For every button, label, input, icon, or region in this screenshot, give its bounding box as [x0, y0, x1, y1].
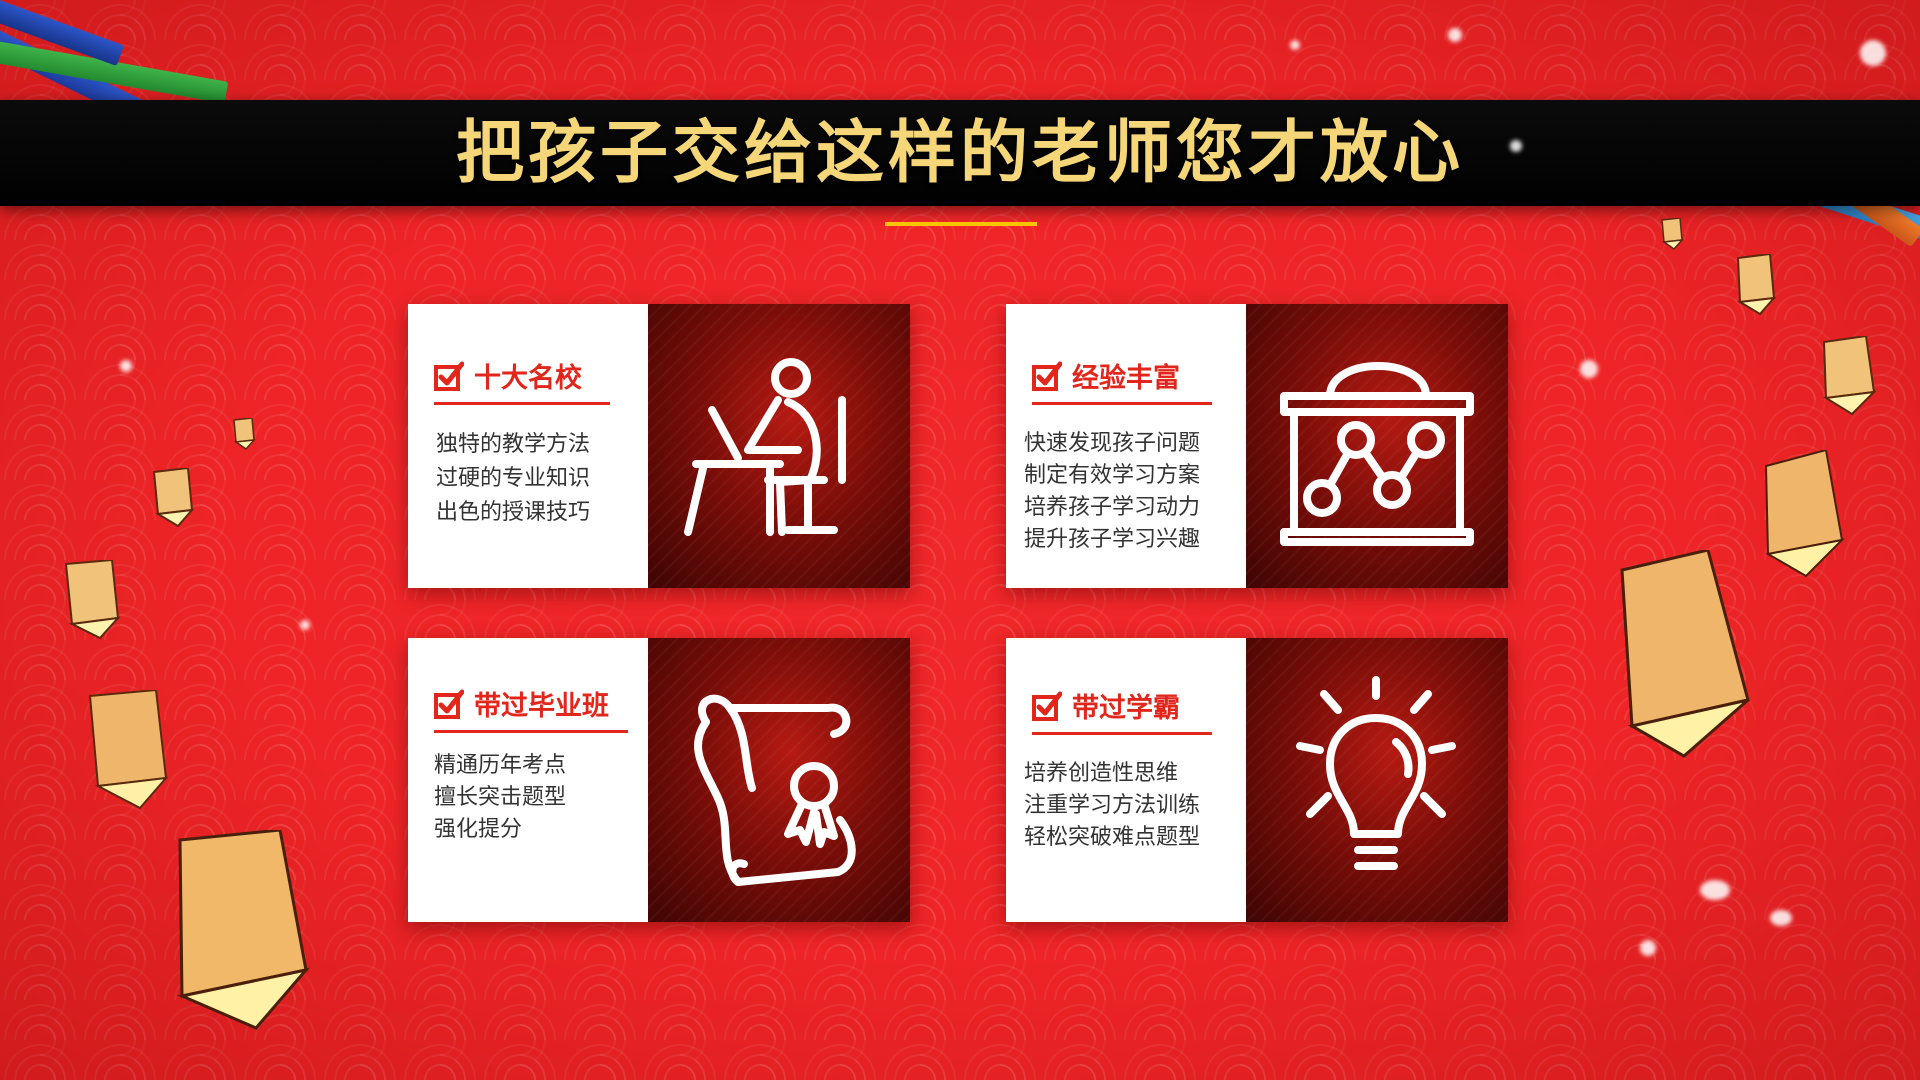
feature-card-graduating-class: 带过毕业班 精通历年考点 擅长突击题型 强化提分 [408, 638, 910, 922]
heading-underline [1032, 402, 1212, 405]
description-line: 过硬的专业知识 [436, 466, 591, 491]
sky-lantern-icon [1661, 218, 1684, 250]
chart-board-icon [1280, 362, 1474, 546]
title-underline [885, 222, 1037, 226]
card-text-panel: 十大名校 独特的教学方法 过硬的专业知识 出色的授课技巧 [408, 304, 648, 588]
sky-lantern-icon [233, 418, 256, 450]
card-text-panel: 带过毕业班 精通历年考点 擅长突击题型 强化提分 [408, 638, 648, 922]
sky-lantern-icon [64, 560, 121, 640]
sky-lantern-icon [152, 468, 194, 528]
card-description: 独特的教学方法 过硬的专业知识 出色的授课技巧 [436, 428, 590, 530]
card-header: 带过学霸 [1032, 686, 1180, 725]
card-header: 经验丰富 [1032, 356, 1180, 395]
card-heading: 带过学霸 [1072, 693, 1180, 724]
diploma-scroll-icon [694, 694, 856, 886]
feature-card-experience: 经验丰富 快速发现孩子问题 制定有效学习方案 培养孩子学习动力 提升孩子学习兴趣 [1006, 304, 1508, 588]
sky-lantern-icon [1822, 336, 1877, 416]
card-image-panel [648, 638, 910, 922]
card-description: 精通历年考点 擅长突击题型 强化提分 [434, 750, 566, 846]
description-line: 擅长突击题型 [434, 785, 567, 810]
card-description: 快速发现孩子问题 制定有效学习方案 培养孩子学习动力 提升孩子学习兴趣 [1024, 428, 1200, 556]
description-line: 培养孩子学习动力 [1024, 495, 1201, 520]
card-header: 十大名校 [434, 356, 582, 395]
card-header: 带过毕业班 [434, 684, 609, 723]
sky-lantern-icon [1736, 254, 1777, 316]
checkbox-checked-icon [434, 361, 464, 391]
feature-card-top-schools: 十大名校 独特的教学方法 过硬的专业知识 出色的授课技巧 [408, 304, 910, 588]
description-line: 培养创造性思维 [1024, 761, 1179, 786]
card-image-panel [1246, 304, 1508, 588]
description-line: 独特的教学方法 [436, 432, 591, 457]
sky-lantern-icon [88, 690, 169, 810]
sky-lantern-icon [1620, 550, 1750, 758]
page-title: 把孩子交给这样的老师您才放心 [455, 113, 1464, 193]
card-heading: 经验丰富 [1072, 363, 1180, 394]
title-band [0, 100, 1920, 206]
card-image-panel [648, 304, 910, 588]
checkbox-checked-icon [1032, 361, 1062, 391]
description-line: 轻松突破难点题型 [1024, 825, 1201, 850]
heading-underline [1032, 732, 1212, 735]
card-image-panel [1246, 638, 1508, 922]
heading-underline [434, 402, 610, 405]
teacher-at-desk-icon [684, 358, 846, 536]
description-line: 制定有效学习方案 [1024, 463, 1201, 488]
checkbox-checked-icon [434, 689, 464, 719]
description-line: 注重学习方法训练 [1024, 793, 1201, 818]
sky-lantern-icon [177, 830, 310, 1030]
heading-underline [434, 730, 628, 733]
card-text-panel: 经验丰富 快速发现孩子问题 制定有效学习方案 培养孩子学习动力 提升孩子学习兴趣 [1006, 304, 1246, 588]
card-text-panel: 带过学霸 培养创造性思维 注重学习方法训练 轻松突破难点题型 [1006, 638, 1246, 922]
description-line: 快速发现孩子问题 [1024, 431, 1201, 456]
description-line: 强化提分 [434, 817, 523, 842]
description-line: 精通历年考点 [434, 753, 567, 778]
card-description: 培养创造性思维 注重学习方法训练 轻松突破难点题型 [1024, 758, 1200, 854]
checkbox-checked-icon [1032, 691, 1062, 721]
sky-lantern-icon [1764, 450, 1845, 578]
card-heading: 带过毕业班 [474, 691, 609, 722]
description-line: 提升孩子学习兴趣 [1024, 527, 1201, 552]
lightbulb-icon [1296, 676, 1456, 870]
description-line: 出色的授课技巧 [436, 500, 591, 525]
card-heading: 十大名校 [474, 363, 582, 394]
feature-card-top-students: 带过学霸 培养创造性思维 注重学习方法训练 轻松突破难点题型 [1006, 638, 1508, 922]
